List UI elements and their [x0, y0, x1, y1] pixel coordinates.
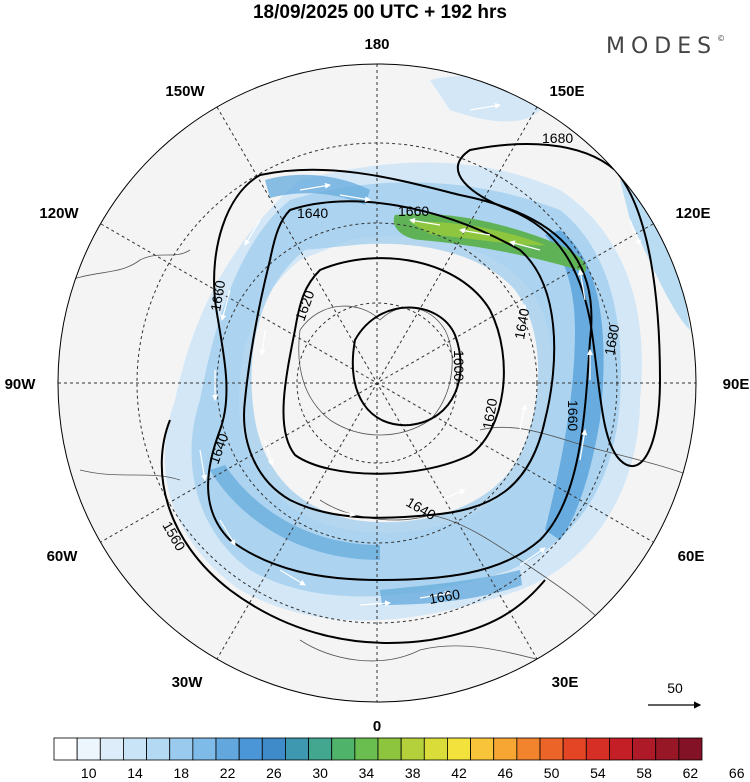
colorbar-swatch: [146, 737, 171, 761]
contour-label: 1620: [479, 397, 500, 431]
map-title: 18/09/2025 00 UTC + 192 hrs: [252, 2, 508, 23]
contour-label: 1660: [428, 586, 462, 607]
colorbar-swatch: [169, 737, 194, 761]
colorbar-tick-label: 34: [359, 765, 375, 781]
longitude-label: 150E: [549, 83, 584, 100]
reference-vector: 50: [648, 680, 702, 709]
longitude-label: 120E: [675, 205, 710, 222]
colorbar-tick-label: 66: [729, 765, 745, 781]
colorbar-swatch: [493, 737, 518, 761]
colorbar-swatch: [215, 737, 240, 761]
longitude-label: 90E: [723, 376, 750, 393]
contour-label: 1640: [511, 307, 532, 341]
colorbar-tick-label: 62: [683, 765, 699, 781]
contour-label: 1660: [398, 203, 429, 219]
longitude-label: 30W: [172, 674, 204, 691]
longitude-label: 180: [364, 36, 389, 53]
modes-logo: MODES©: [606, 34, 725, 59]
colorbar-swatch: [377, 737, 402, 761]
height-contours: [160, 143, 662, 644]
colorbar-tick-label: 18: [173, 765, 189, 781]
colorbar-tick-label: 26: [266, 765, 282, 781]
colorbar-swatch: [516, 737, 541, 761]
colorbar-tick-label: 10: [81, 765, 97, 781]
longitude-label: 90W: [5, 376, 37, 393]
colorbar-swatch: [99, 737, 124, 761]
longitude-label: 30E: [552, 674, 579, 691]
colorbar: 10141822263034384246505458626670: [53, 737, 745, 781]
colorbar-swatch: [192, 737, 217, 761]
colorbar-tick-label: 42: [451, 765, 467, 781]
graticule: [58, 64, 696, 702]
longitude-label: 120W: [39, 205, 79, 222]
colorbar-swatch: [539, 737, 564, 761]
colorbar-tick-label: 38: [405, 765, 421, 781]
contour-label: 1660: [207, 279, 228, 313]
colorbar-swatch: [261, 737, 286, 761]
colorbar-tick-label: 50: [544, 765, 560, 781]
colorbar-swatch: [585, 737, 610, 761]
colorbar-swatch: [285, 737, 309, 761]
colorbar-swatch: [400, 737, 425, 761]
colorbar-tick-label: 30: [312, 765, 328, 781]
colorbar-tick-label: 22: [220, 765, 236, 781]
longitude-labels: 180 150E 120E 90E 60E 30E 0 30W 60W 90W …: [5, 36, 750, 735]
contour-label: 1680: [601, 323, 622, 357]
brand-text: MODES: [606, 34, 718, 59]
colorbar-tick-label: 14: [127, 765, 143, 781]
colorbar-swatch: [238, 737, 263, 761]
colorbar-swatch: [76, 737, 101, 761]
contour-label: 1600: [451, 350, 467, 381]
contour-label: 1640: [297, 205, 328, 221]
colorbar-tick-label: 54: [590, 765, 606, 781]
colorbar-swatch: [632, 737, 657, 761]
colorbar-swatch: [308, 737, 333, 761]
copyright-mark: ©: [717, 33, 726, 43]
colorbar-swatch: [678, 737, 703, 761]
colorbar-swatch: [655, 737, 680, 761]
globe-outline: [57, 63, 697, 703]
colorbar-tick-label: 58: [636, 765, 652, 781]
wind-vectors: [199, 96, 641, 607]
colorbar-swatch: [331, 737, 356, 761]
longitude-label: 60E: [678, 548, 705, 565]
contour-label: 1660: [565, 400, 581, 431]
colorbar-swatch: [423, 737, 448, 761]
colorbar-swatch: [562, 737, 587, 761]
contour-label: 1680: [542, 130, 573, 146]
colorbar-swatch: [53, 737, 78, 761]
colorbar-swatch: [470, 737, 495, 761]
longitude-label: 60W: [47, 548, 79, 565]
colorbar-swatch: [354, 737, 379, 761]
reference-vector-label: 50: [667, 680, 683, 696]
colorbar-tick-label: 46: [497, 765, 513, 781]
colorbar-swatch: [447, 737, 471, 761]
longitude-label: 150W: [165, 83, 205, 100]
colorbar-swatch: [609, 737, 633, 761]
colorbar-swatch: [123, 737, 147, 761]
longitude-label: 0: [373, 718, 381, 735]
